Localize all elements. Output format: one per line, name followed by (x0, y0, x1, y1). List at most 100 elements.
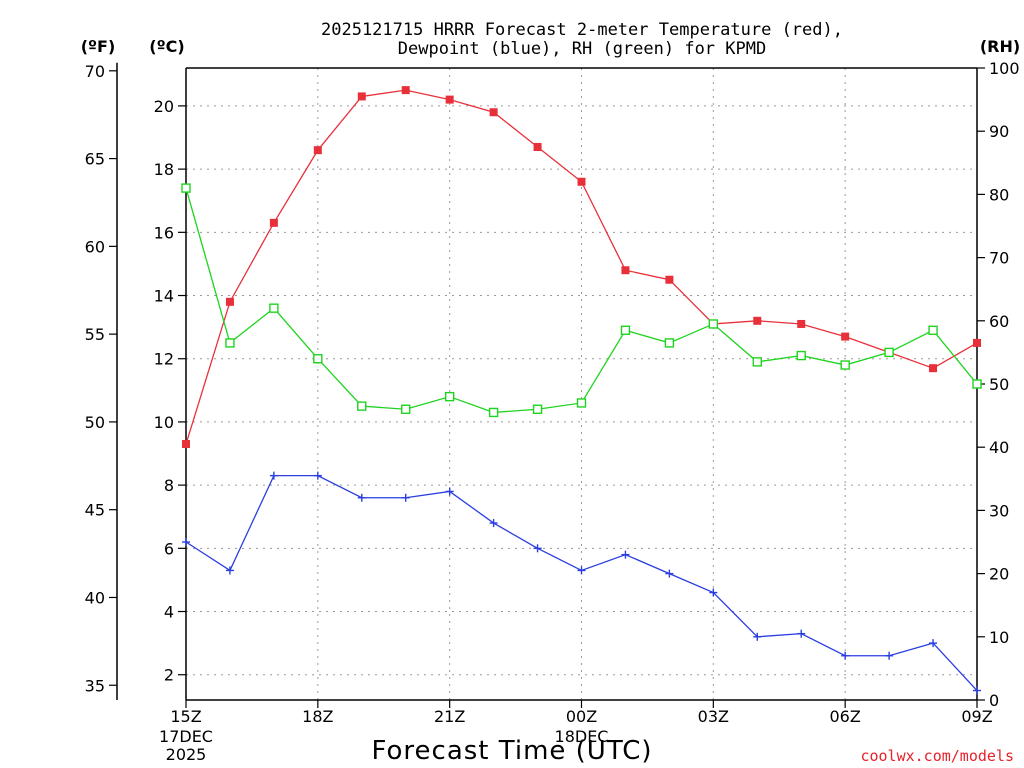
data-point (401, 404, 411, 414)
data-point (489, 519, 498, 528)
data-point (489, 108, 498, 117)
celsius-tick-label: 18 (154, 160, 174, 179)
x-tick-label: 00Z (566, 707, 597, 726)
data-point (313, 471, 322, 480)
data-point (841, 332, 850, 341)
data-point (181, 183, 191, 193)
series-line (185, 474, 978, 691)
x-axis-label: Forecast Time (UTC) (371, 736, 652, 766)
x-tick-label: 03Z (698, 707, 729, 726)
celsius-tick-label: 8 (164, 476, 174, 495)
fahrenheit-tick-label: 35 (85, 676, 105, 695)
data-point (929, 364, 938, 373)
celsius-tick-label: 4 (164, 603, 174, 622)
fahrenheit-tick-label: 60 (85, 237, 105, 256)
x-tick-label: 09Z (961, 707, 992, 726)
data-point (576, 398, 587, 408)
data-point (225, 297, 234, 306)
data-point (621, 550, 630, 559)
celsius-tick-label: 12 (154, 350, 174, 369)
data-point (620, 325, 631, 335)
data-point (182, 538, 190, 546)
fahrenheit-tick-label: 65 (85, 150, 105, 169)
data-point (621, 266, 630, 275)
data-point (664, 338, 675, 348)
data-point (533, 143, 542, 151)
data-point (182, 440, 190, 449)
x-tick-date-label: 18DEC (555, 727, 609, 746)
data-point (973, 686, 981, 695)
celsius-tick-label: 20 (154, 97, 174, 116)
credit-label: coolwx.com/models (860, 747, 1014, 765)
data-point (973, 338, 981, 347)
rh-tick-label: 40 (989, 438, 1009, 457)
data-point (269, 303, 279, 313)
fahrenheit-tick-label: 50 (85, 413, 105, 432)
celsius-tick-label: 6 (164, 539, 174, 558)
data-point (797, 629, 806, 638)
rh-tick-label: 50 (989, 375, 1009, 394)
data-point (928, 325, 938, 335)
data-point (488, 407, 499, 418)
axes (109, 62, 985, 708)
celsius-tick-label: 10 (154, 413, 174, 432)
fahrenheit-tick-label: 45 (85, 501, 105, 520)
gridlines (185, 68, 978, 700)
rh-tick-label: 100 (989, 59, 1020, 78)
data-point (225, 566, 234, 575)
data-point (929, 639, 938, 648)
data-point (753, 632, 762, 641)
data-point (753, 316, 762, 325)
rh-tick-label: 20 (989, 565, 1009, 584)
data-point (357, 401, 367, 411)
data-point (841, 651, 850, 660)
tick-labels: 2 4 6 8 10 12 14 16 18 20 35 40 45 50 55 60 65 70 0 10 20 30 4… (85, 59, 1020, 764)
chart-title-line-1: 2025121715 HRRR Forecast 2-meter Tempera… (321, 20, 843, 40)
data-point (444, 391, 455, 402)
rh-tick-label: 70 (989, 249, 1009, 268)
data-point (577, 566, 586, 575)
rh-tick-label: 0 (989, 691, 999, 710)
data-point (313, 146, 322, 155)
fahrenheit-unit-label: (ºF) (81, 37, 116, 56)
x-tick-date-label: 17DEC (159, 727, 213, 746)
x-tick-label: 21Z (434, 707, 465, 726)
data-point (225, 338, 235, 348)
data-point (401, 86, 410, 95)
data-point (972, 379, 982, 389)
data-point (357, 493, 366, 502)
fahrenheit-tick-label: 40 (85, 588, 105, 607)
data-point (445, 95, 454, 104)
data-point (269, 471, 278, 480)
data-series (181, 86, 982, 695)
x-tick-label: 18Z (302, 707, 333, 726)
data-point (752, 357, 762, 367)
data-point (885, 651, 894, 660)
celsius-tick-label: 16 (154, 223, 174, 242)
fahrenheit-tick-label: 55 (85, 325, 105, 344)
data-point (884, 347, 894, 358)
celsius-tick-label: 2 (164, 666, 174, 685)
data-point (665, 569, 674, 578)
data-point (445, 487, 454, 496)
celsius-unit-label: (ºC) (149, 37, 184, 56)
rh-tick-label: 90 (989, 122, 1009, 141)
celsius-tick-label: 14 (154, 287, 174, 306)
data-point (269, 218, 278, 227)
data-point (577, 177, 586, 186)
x-tick-date-label: 2025 (166, 745, 207, 764)
data-point (840, 360, 850, 370)
rh-unit-label: (RH) (980, 37, 1020, 56)
series-1 (182, 471, 981, 695)
series-2 (181, 183, 982, 418)
rh-tick-label: 10 (989, 628, 1009, 647)
rh-tick-label: 30 (989, 501, 1009, 520)
x-tick-label: 06Z (830, 707, 861, 726)
data-point (665, 275, 674, 284)
data-point (313, 354, 323, 364)
data-point (796, 350, 806, 361)
data-point (533, 544, 542, 553)
data-point (401, 493, 410, 502)
data-point (708, 319, 719, 329)
